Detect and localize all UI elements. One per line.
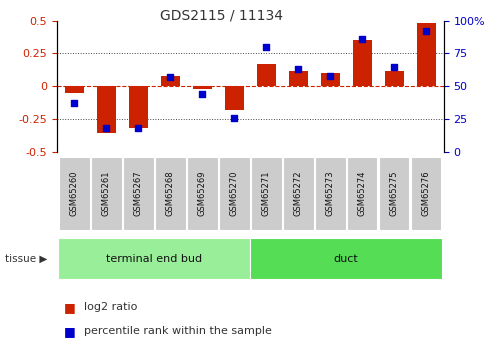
Bar bbox=[411, 157, 441, 230]
Text: ■: ■ bbox=[64, 300, 76, 314]
Point bbox=[358, 36, 366, 42]
Point bbox=[166, 74, 174, 80]
Text: GSM65274: GSM65274 bbox=[357, 170, 367, 216]
Text: tissue ▶: tissue ▶ bbox=[5, 254, 47, 264]
Text: GSM65267: GSM65267 bbox=[134, 170, 143, 216]
Bar bbox=[219, 157, 249, 230]
Bar bbox=[155, 157, 185, 230]
Point bbox=[326, 73, 334, 79]
Bar bbox=[315, 157, 346, 230]
Point bbox=[390, 64, 398, 69]
Text: GSM65272: GSM65272 bbox=[294, 170, 303, 216]
Bar bbox=[123, 157, 154, 230]
Point bbox=[422, 28, 430, 34]
Bar bbox=[251, 157, 282, 230]
Text: GSM65275: GSM65275 bbox=[389, 170, 399, 216]
Text: GDS2115 / 11134: GDS2115 / 11134 bbox=[160, 9, 283, 23]
Text: GSM65260: GSM65260 bbox=[70, 170, 79, 216]
Point bbox=[70, 100, 78, 106]
Bar bbox=[97, 86, 116, 134]
Text: GSM65270: GSM65270 bbox=[230, 170, 239, 216]
Bar bbox=[250, 238, 442, 279]
Bar bbox=[193, 86, 212, 89]
Point bbox=[103, 126, 110, 131]
Point bbox=[294, 67, 302, 72]
Text: GSM65271: GSM65271 bbox=[262, 170, 271, 216]
Bar bbox=[91, 157, 122, 230]
Bar bbox=[59, 157, 90, 230]
Text: log2 ratio: log2 ratio bbox=[84, 302, 137, 312]
Text: percentile rank within the sample: percentile rank within the sample bbox=[84, 326, 272, 336]
Text: GSM65276: GSM65276 bbox=[422, 170, 430, 216]
Bar bbox=[417, 23, 436, 86]
Bar bbox=[283, 157, 314, 230]
Bar bbox=[288, 70, 308, 86]
Point bbox=[262, 44, 270, 50]
Text: ■: ■ bbox=[64, 325, 76, 338]
Bar bbox=[256, 64, 276, 86]
Bar bbox=[320, 73, 340, 86]
Bar bbox=[385, 70, 404, 86]
Point bbox=[134, 126, 142, 131]
Bar bbox=[347, 157, 378, 230]
Text: GSM65268: GSM65268 bbox=[166, 170, 175, 216]
Bar bbox=[379, 157, 410, 230]
Text: duct: duct bbox=[334, 254, 358, 264]
Point bbox=[230, 115, 238, 120]
Bar bbox=[187, 157, 217, 230]
Bar bbox=[65, 86, 84, 93]
Bar bbox=[352, 40, 372, 86]
Text: GSM65261: GSM65261 bbox=[102, 170, 111, 216]
Point bbox=[198, 91, 206, 97]
Bar bbox=[129, 86, 148, 128]
Text: GSM65269: GSM65269 bbox=[198, 170, 207, 216]
Bar bbox=[58, 238, 250, 279]
Text: terminal end bud: terminal end bud bbox=[106, 254, 202, 264]
Bar bbox=[225, 86, 244, 110]
Text: GSM65273: GSM65273 bbox=[326, 170, 335, 216]
Bar bbox=[161, 76, 180, 86]
